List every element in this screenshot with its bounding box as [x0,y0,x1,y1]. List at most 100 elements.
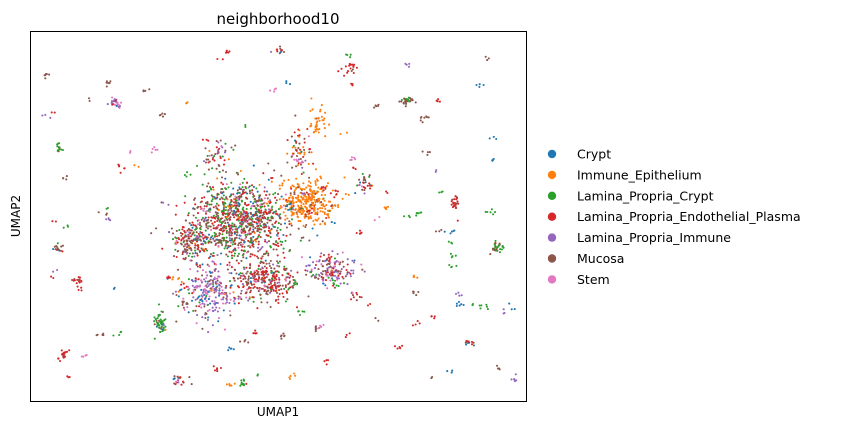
legend-label-1: Immune_Epithelium [577,167,702,182]
scatter-point-2904 [201,138,204,141]
scatter-point-1470 [276,264,279,267]
scatter-point-1446 [240,289,243,292]
scatter-point-1276 [233,279,236,282]
scatter-point-1426 [275,291,279,294]
scatter-point-2164 [156,322,160,325]
scatter-point-2842 [108,82,111,85]
scatter-point-2103 [188,231,191,234]
scatter-point-1931 [337,277,341,280]
scatter-point-2081 [199,235,202,238]
scatter-point-2313 [456,197,459,200]
scatter-point-1397 [255,278,258,281]
scatter-point-2739 [415,214,418,217]
scatter-point-658 [263,216,266,219]
scatter-point-183 [254,198,257,201]
scatter-point-1713 [202,290,205,293]
scatter-point-469 [207,221,210,224]
scatter-point-2353 [54,248,57,251]
scatter-point-2995 [451,369,454,372]
scatter-point-2908 [265,292,268,295]
scatter-point-2591 [364,179,367,182]
scatter-point-130 [216,219,219,223]
scatter-point-2829 [82,355,85,358]
scatter-point-1289 [284,300,287,303]
scatter-point-2574 [118,333,121,337]
scatter-point-2266 [494,242,497,245]
scatter-point-921 [221,233,224,236]
scatter-point-1042 [305,186,308,189]
scatter-point-1757 [217,244,220,248]
scatter-point-1789 [183,308,186,311]
scatter-point-1454 [290,269,293,272]
scatter-point-2383 [344,65,347,68]
scatter-point-767 [219,227,223,230]
scatter-point-2523 [208,154,211,157]
scatter-point-1722 [218,289,221,292]
scatter-point-471 [230,237,234,240]
scatter-point-1269 [300,195,303,198]
scatter-point-289 [193,198,196,201]
scatter-point-2999 [418,322,421,325]
scatter-point-3077 [317,327,320,330]
scatter-point-1809 [230,284,233,287]
scatter-point-2410 [242,379,246,382]
scatter-point-1685 [233,268,236,271]
scatter-point-1981 [189,235,193,238]
scatter-point-510 [224,227,228,230]
scatter-point-2439 [307,135,310,138]
scatter-point-952 [278,187,281,190]
scatter-point-2174 [320,104,323,107]
scatter-point-2196 [320,115,323,118]
scatter-point-1960 [212,227,215,230]
scatter-point-2135 [162,324,165,327]
scatter-point-907 [221,169,225,172]
scatter-point-695 [235,210,238,214]
scatter-point-1990 [170,227,173,230]
scatter-point-601 [251,204,254,207]
scatter-point-1972 [200,231,204,234]
scatter-point-1469 [289,286,292,289]
scatter-point-1030 [293,193,296,196]
scatter-point-2511 [222,163,226,166]
scatter-point-1646 [216,282,219,285]
scatter-point-1676 [207,331,210,334]
scatter-point-1258 [316,208,319,211]
scatter-point-494 [274,201,277,204]
scatter-point-432 [211,186,215,189]
scatter-point-2312 [456,202,459,205]
scatter-point-796 [217,224,220,227]
scatter-point-361 [238,224,242,228]
scatter-point-989 [282,198,285,201]
scatter-point-158 [209,225,212,228]
scatter-point-2426 [303,153,306,156]
scatter-point-1239 [312,208,315,211]
scatter-point-1198 [304,205,307,209]
scatter-point-1586 [216,254,219,257]
scatter-point-242 [237,219,240,222]
scatter-point-3070 [415,294,418,297]
scatter-point-2529 [218,164,221,168]
scatter-point-2745 [409,99,412,102]
scatter-point-1081 [286,217,289,220]
scatter-point-2844 [105,85,108,88]
scatter-point-632 [241,186,244,189]
scatter-point-777 [242,230,245,233]
scatter-point-2691 [87,97,91,100]
scatter-point-3023 [258,248,261,251]
scatter-point-1054 [284,218,287,221]
scatter-point-978 [317,186,320,189]
scatter-point-2863 [230,347,233,350]
scatter-point-3034 [279,240,282,243]
scatter-point-2437 [301,166,304,169]
scatter-point-416 [242,206,245,209]
scatter-point-1838 [346,273,349,276]
scatter-point-791 [255,269,258,272]
scatter-point-1145 [337,204,340,207]
scatter-point-1917 [351,291,354,295]
scatter-point-691 [223,247,226,250]
scatter-point-544 [199,201,202,204]
scatter-point-2646 [80,286,83,289]
scatter-point-2221 [106,103,109,106]
scatter-point-2927 [352,296,355,299]
scatter-point-2901 [233,252,236,255]
